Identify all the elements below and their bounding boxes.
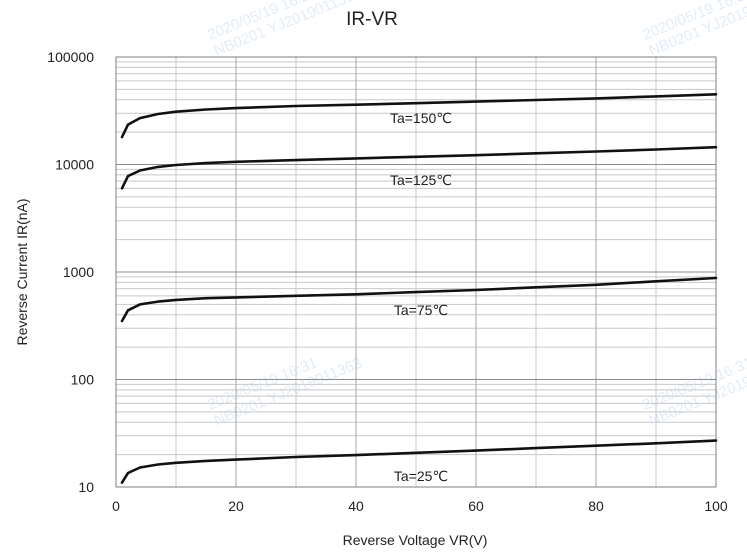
series-label: Ta=25℃: [394, 468, 448, 484]
y-tick-label: 10000: [55, 157, 94, 173]
x-tick-label: 100: [704, 498, 728, 514]
x-tick-label: 80: [588, 498, 604, 514]
series-lines: [120, 93, 718, 484]
series-line: [120, 276, 718, 323]
series-label: Ta=75℃: [394, 302, 448, 318]
y-tick-label: 100000: [47, 49, 94, 65]
x-axis-label: Reverse Voltage VR(V): [343, 532, 488, 548]
chart-title: IR-VR: [346, 9, 398, 30]
x-tick-label: 40: [348, 498, 364, 514]
series-line: [120, 145, 718, 190]
plot-area: [115, 56, 717, 488]
series-line: [120, 439, 718, 484]
series-label: Ta=125℃: [390, 172, 452, 188]
x-tick-label: 60: [468, 498, 484, 514]
series-label: Ta=150℃: [390, 110, 452, 126]
y-tick-label: 10: [78, 479, 94, 495]
y-axis-label: Reverse Current IR(nA): [14, 198, 30, 345]
major-gridlines: [116, 57, 716, 487]
series-labels: Ta=150℃ Ta=125℃ Ta=75℃ Ta=25℃: [390, 110, 452, 484]
y-tick-label: 100: [71, 372, 95, 388]
series-line: [120, 93, 718, 139]
x-tick-label: 0: [112, 498, 120, 514]
x-tick-label: 20: [228, 498, 244, 514]
x-tick-labels: 0 20 40 60 80 100: [112, 498, 728, 514]
y-tick-labels: 10 100 1000 10000 100000: [47, 49, 94, 495]
y-tick-label: 1000: [63, 264, 94, 280]
